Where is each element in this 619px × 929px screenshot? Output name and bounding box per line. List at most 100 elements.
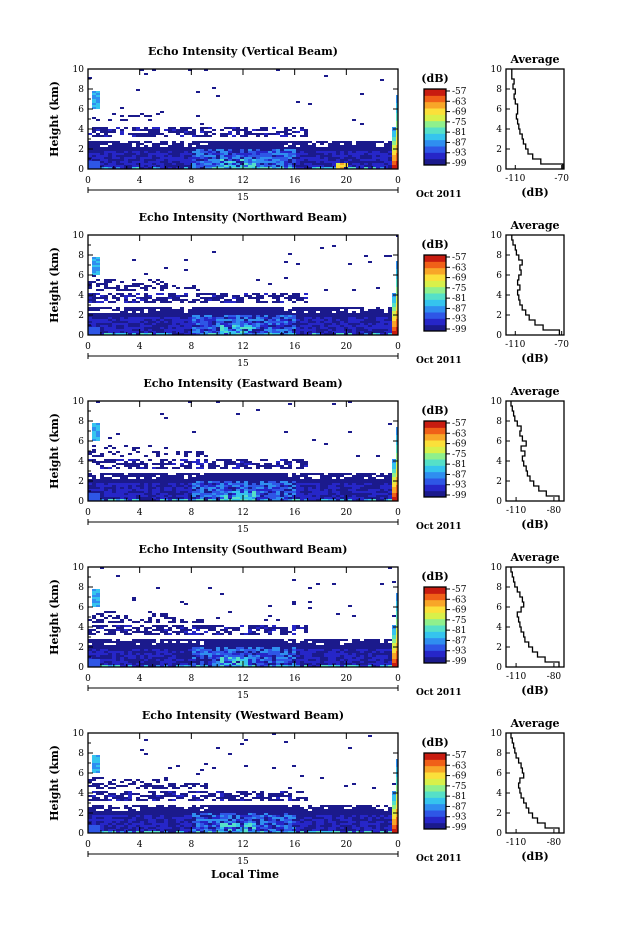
heatmap-cell <box>168 633 172 635</box>
y-tick-label: 4 <box>78 291 84 301</box>
heatmap-cell <box>152 165 156 167</box>
heatmap-cell <box>188 149 192 151</box>
heatmap-cell <box>284 141 288 143</box>
heatmap-cell <box>128 289 132 291</box>
heatmap-cell <box>156 311 160 313</box>
heatmap-cell <box>324 289 328 291</box>
heatmap-cell <box>100 477 104 479</box>
heatmap-cell <box>260 323 264 325</box>
heatmap-cell <box>180 323 184 325</box>
heatmap-cell <box>132 665 136 667</box>
heatmap-cell <box>224 159 228 161</box>
heatmap-cell <box>120 487 124 489</box>
heatmap-cell <box>184 499 188 501</box>
heatmap-cell <box>208 491 212 493</box>
heatmap-cell <box>188 489 192 491</box>
average-x-tick-label: -110 <box>505 340 525 350</box>
heatmap-cell <box>252 479 256 481</box>
heatmap-cell <box>248 463 252 465</box>
heatmap-cell <box>204 319 208 321</box>
heatmap-cell <box>336 317 340 319</box>
heatmap-cell <box>148 617 152 619</box>
heatmap-cell <box>360 151 364 153</box>
heatmap-cell <box>232 153 236 155</box>
heatmap-cell <box>332 157 336 159</box>
heatmap-cell <box>204 625 208 627</box>
heatmap-cell <box>160 327 164 329</box>
heatmap-cell <box>88 161 92 163</box>
heatmap-cell <box>372 317 376 319</box>
heatmap-cell <box>208 153 212 155</box>
heatmap-cell <box>304 133 308 135</box>
heatmap-cell <box>208 473 212 475</box>
heatmap-cell <box>392 313 396 315</box>
heatmap-cell <box>384 487 388 489</box>
heatmap-cell <box>128 665 132 667</box>
heatmap-cell <box>260 489 264 491</box>
heatmap-cell <box>216 483 220 485</box>
heatmap-cell <box>344 487 348 489</box>
heatmap-cell <box>184 649 188 651</box>
heatmap-cell <box>104 283 108 285</box>
heatmap-cell <box>184 497 188 499</box>
heatmap-cell <box>144 313 148 315</box>
heatmap-cell <box>116 575 120 577</box>
heatmap-cell <box>132 643 136 645</box>
heatmap-cell <box>96 589 100 591</box>
heatmap-cell <box>180 309 184 311</box>
heatmap-cell <box>96 163 100 165</box>
heatmap-cell <box>180 325 184 327</box>
heatmap-cell <box>88 495 92 497</box>
date-label: Oct 2011 <box>416 522 462 532</box>
heatmap-cell <box>108 497 112 499</box>
heatmap-cell <box>388 309 392 311</box>
heatmap-cell <box>104 155 108 157</box>
x-tick-label: 8 <box>188 508 194 518</box>
heatmap-cell <box>256 465 260 467</box>
average-title: Average <box>509 53 559 66</box>
heatmap-cell <box>368 153 372 155</box>
heatmap-cell <box>204 483 208 485</box>
heatmap-cell <box>188 157 192 159</box>
heatmap-cell <box>264 321 268 323</box>
heatmap-cell <box>244 333 248 335</box>
heatmap-cell <box>192 647 196 649</box>
heatmap-cell <box>148 661 152 663</box>
heatmap-cell <box>276 301 280 303</box>
heatmap-cell <box>224 167 228 169</box>
average-title: Average <box>509 385 559 398</box>
heatmap-cell <box>344 155 348 157</box>
heatmap-cell <box>188 663 192 665</box>
heatmap-cell <box>256 129 260 131</box>
colorbar-frame <box>423 420 447 498</box>
heatmap-cell <box>308 499 312 501</box>
heatmap-cell <box>132 283 136 285</box>
heatmap-cell <box>164 299 168 301</box>
heatmap-cell <box>368 333 372 335</box>
heatmap-cell <box>200 319 204 321</box>
heatmap-cell <box>384 323 388 325</box>
heatmap-cell <box>204 307 208 309</box>
heatmap-cell <box>296 309 300 311</box>
heatmap-cell <box>112 629 116 631</box>
heatmap-cell <box>144 329 148 331</box>
heatmap-cell <box>208 651 212 653</box>
heatmap-cell <box>192 299 196 301</box>
heatmap-cell <box>284 331 288 333</box>
heatmap-cell <box>236 143 240 145</box>
heatmap-cell <box>128 651 132 653</box>
heatmap-cell <box>216 149 220 151</box>
heatmap-cell <box>296 493 300 495</box>
heatmap-cell <box>120 293 124 295</box>
heatmap-cell <box>396 315 398 317</box>
heatmap-cell <box>208 147 212 149</box>
heatmap-cell <box>308 159 312 161</box>
heatmap-cell <box>172 155 176 157</box>
heatmap-cell <box>244 147 248 149</box>
heatmap-cell <box>136 463 140 465</box>
heatmap-cell <box>100 467 104 469</box>
heatmap-cell <box>228 161 232 163</box>
heatmap-cell <box>284 327 288 329</box>
heatmap-cell <box>204 157 208 159</box>
heatmap-cell <box>172 459 176 461</box>
